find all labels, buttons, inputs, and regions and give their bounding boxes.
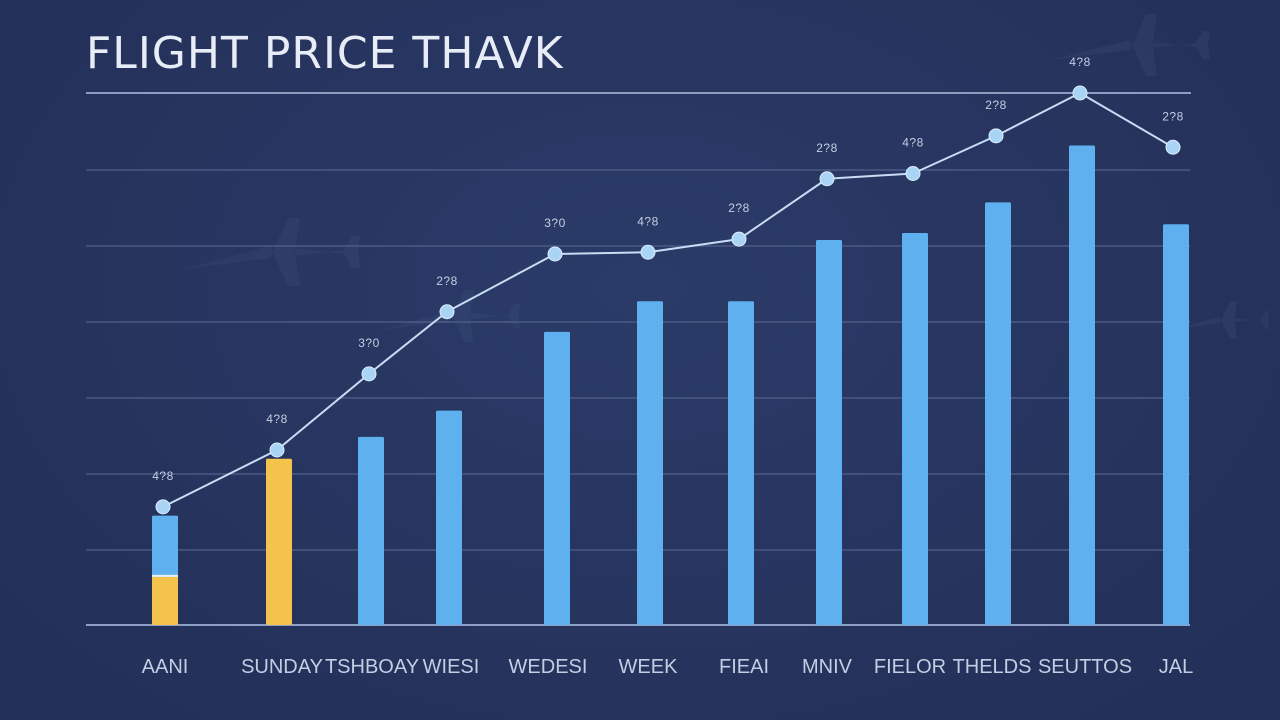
x-tick-label: SEUTTOS xyxy=(1038,656,1132,678)
data-label: 4?8 xyxy=(902,136,924,150)
data-point xyxy=(1165,139,1181,155)
data-point xyxy=(439,304,455,320)
data-point xyxy=(731,231,747,247)
x-tick-label: AANI xyxy=(142,656,189,678)
bar xyxy=(358,436,384,625)
x-tick-label: WEDESI xyxy=(509,656,588,678)
x-tick-label: WIESI xyxy=(423,656,480,678)
data-point xyxy=(1072,85,1088,101)
x-tick-label: SUNDAY xyxy=(241,656,323,678)
data-label: 4?8 xyxy=(1069,55,1091,69)
x-tick-label: FIEAI xyxy=(719,656,769,678)
data-point xyxy=(547,246,563,262)
chart-title: FLIGHT PRICE THAVK xyxy=(86,28,564,79)
bar xyxy=(728,301,754,625)
data-label: 2?8 xyxy=(436,274,458,288)
x-tick-label: MNIV xyxy=(802,656,853,678)
data-label: 3?0 xyxy=(358,336,380,350)
background-decor xyxy=(180,14,1269,342)
bar-highlight-segment xyxy=(152,576,178,625)
bar xyxy=(637,301,663,625)
data-label: 2?8 xyxy=(816,141,838,155)
x-axis-labels: AANI SUNDAY TSHBOAY WIESI WEDESI WEEK FIEAI MNI… xyxy=(142,656,1194,678)
bar-segment-divider xyxy=(152,574,178,577)
bar xyxy=(985,202,1011,625)
data-label: 4?8 xyxy=(266,412,288,426)
x-tick-label: TSHBOAY xyxy=(325,656,419,678)
bar xyxy=(436,410,462,625)
bar xyxy=(1163,224,1189,625)
title-divider xyxy=(86,92,1191,94)
bar xyxy=(1069,145,1095,625)
line-series: 4?8 4?8 3?0 2?8 3?0 4?8 2?8 2?8 4?8 2?8 4?8 2?8 xyxy=(152,55,1184,515)
plane-watermark-icon xyxy=(1050,14,1210,76)
data-label: 3?0 xyxy=(544,216,566,230)
plane-watermark-icon xyxy=(1170,301,1269,339)
bar-series xyxy=(152,145,1189,625)
x-tick-label: FIELOR xyxy=(874,656,946,678)
plane-watermark-icon xyxy=(180,218,360,286)
bar xyxy=(266,458,292,625)
x-tick-label: JAL xyxy=(1159,656,1193,678)
bar xyxy=(544,331,570,625)
data-point xyxy=(155,499,171,515)
bar xyxy=(816,240,842,625)
data-label: 4?8 xyxy=(637,214,659,228)
data-point xyxy=(640,244,656,260)
bar xyxy=(902,233,928,625)
data-point xyxy=(905,166,921,181)
price-trend-line xyxy=(162,92,1174,508)
x-tick-label: THELDS xyxy=(953,656,1032,678)
x-tick-label: WEEK xyxy=(619,656,679,678)
data-point xyxy=(269,442,285,458)
data-label: 4?8 xyxy=(152,469,174,483)
data-point xyxy=(819,171,835,187)
data-point xyxy=(988,128,1004,144)
data-label: 2?8 xyxy=(985,98,1007,112)
data-label: 2?8 xyxy=(728,201,750,215)
data-label: 2?8 xyxy=(1162,109,1184,123)
data-point xyxy=(361,366,377,382)
